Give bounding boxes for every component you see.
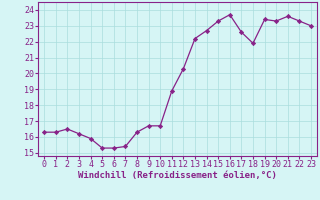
X-axis label: Windchill (Refroidissement éolien,°C): Windchill (Refroidissement éolien,°C)	[78, 171, 277, 180]
